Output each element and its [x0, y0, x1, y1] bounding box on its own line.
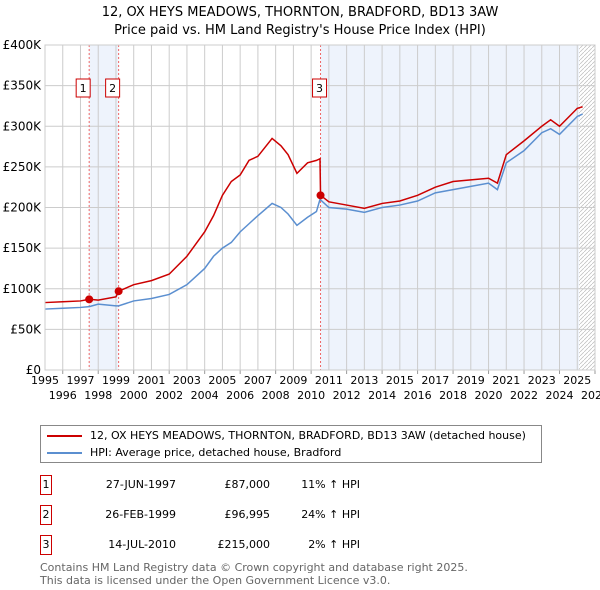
sale-point — [316, 191, 325, 200]
footer: Contains HM Land Registry data © Crown c… — [40, 561, 468, 587]
x-tick-label: 1995 — [31, 374, 59, 387]
series-line — [44, 113, 583, 310]
sale-number: 1 — [40, 475, 52, 495]
sale-label: 2 — [109, 82, 116, 95]
sale-hpi: 24% ↑ HPI — [301, 508, 360, 521]
chart-title-line: 12, OX HEYS MEADOWS, THORNTON, BRADFORD,… — [101, 5, 499, 20]
x-tick-label: 1997 — [66, 374, 94, 387]
sale-row: 2 26-FEB-1999 £96,995 24% ↑ HPI — [40, 505, 440, 525]
x-tick-label: 2008 — [262, 389, 290, 402]
x-tick-label: 2021 — [492, 374, 520, 387]
sale-label-box — [105, 78, 121, 98]
sale-label-box — [75, 78, 91, 98]
legend-row-blue: HPI: Average price, detached house, Brad… — [47, 446, 341, 459]
y-tick-label: £200K — [3, 201, 43, 215]
y-tick-label: £50K — [10, 322, 42, 336]
x-tick-label: 2004 — [191, 389, 219, 402]
x-tick-label: 2016 — [404, 389, 432, 402]
chart-subtitle: Price paid vs. HM Land Registry's House … — [114, 23, 486, 38]
x-tick-label: 2014 — [368, 389, 396, 402]
footer-line-2: This data is licensed under the Open Gov… — [40, 574, 391, 587]
x-tick-label: 2009 — [279, 374, 307, 387]
sale-label: 1 — [80, 82, 87, 95]
x-tick-label: 2011 — [315, 374, 343, 387]
legend-blue-line — [47, 451, 82, 454]
x-tick-label: 2023 — [528, 374, 556, 387]
plot-border — [44, 44, 596, 371]
legend-red-line — [47, 434, 82, 437]
legend-red-label: 12, OX HEYS MEADOWS, THORNTON, BRADFORD,… — [90, 429, 526, 442]
sale-label-box — [312, 78, 328, 98]
chart-title: 12, OX HEYS MEADOWS, THORNTON, BRADFORD,… — [0, 4, 600, 40]
x-tick-label: 2019 — [457, 374, 485, 387]
sale-price: £87,000 — [224, 478, 271, 491]
sale-number: 2 — [40, 505, 52, 525]
x-tick-label: 2026 — [581, 389, 600, 402]
x-tick-label: 2013 — [350, 374, 378, 387]
sale-label: 3 — [316, 82, 323, 95]
sale-point — [85, 295, 94, 304]
sale-price: £96,995 — [224, 508, 271, 521]
sale-date: 14-JUL-2010 — [108, 538, 176, 551]
sale-hpi: 2% ↑ HPI — [308, 538, 360, 551]
sale-price: £215,000 — [217, 538, 271, 551]
x-tick-label: 2001 — [137, 374, 165, 387]
sale-point — [114, 287, 123, 296]
y-tick-label: £0 — [26, 363, 41, 377]
legend-row-red: 12, OX HEYS MEADOWS, THORNTON, BRADFORD,… — [47, 429, 526, 442]
y-tick-label: £150K — [3, 241, 43, 255]
x-tick-label: 2005 — [208, 374, 236, 387]
x-tick-label: 1998 — [84, 389, 112, 402]
x-tick-label: 2007 — [244, 374, 272, 387]
x-tick-label: 2020 — [475, 389, 503, 402]
series-line — [44, 106, 583, 304]
sale-date: 27-JUN-1997 — [105, 478, 176, 491]
sale-date: 26-FEB-1999 — [105, 508, 176, 521]
sale-row: 3 14-JUL-2010 £215,000 2% ↑ HPI — [40, 535, 440, 555]
sale-row: 1 27-JUN-1997 £87,000 11% ↑ HPI — [40, 475, 440, 495]
x-tick-label: 1999 — [102, 374, 130, 387]
sale-number: 3 — [40, 535, 52, 555]
x-tick-label: 2010 — [297, 389, 325, 402]
footer-line-1: Contains HM Land Registry data © Crown c… — [40, 561, 468, 574]
y-tick-label: £100K — [3, 282, 43, 296]
y-tick-label: £350K — [3, 79, 43, 93]
y-tick-label: £300K — [3, 119, 43, 133]
price-chart: 1995 1996 1997 1998 1999 2000 2001 2002 2003 2004… — [3, 38, 600, 402]
y-tick-label: £400K — [3, 38, 43, 52]
x-tick-label: 2012 — [333, 389, 361, 402]
x-tick-label: 2024 — [546, 389, 574, 402]
x-tick-label: 2002 — [155, 389, 183, 402]
x-tick-label: 2025 — [563, 374, 591, 387]
x-tick-label: 2018 — [439, 389, 467, 402]
x-tick-label: 2006 — [226, 389, 254, 402]
legend-blue-label: HPI: Average price, detached house, Brad… — [90, 446, 342, 459]
x-tick-label: 2017 — [421, 374, 449, 387]
sale-hpi: 11% ↑ HPI — [301, 478, 360, 491]
legend: 12, OX HEYS MEADOWS, THORNTON, BRADFORD,… — [40, 425, 542, 463]
x-tick-label: 1996 — [49, 389, 77, 402]
x-tick-label: 2015 — [386, 374, 414, 387]
y-tick-label: £250K — [3, 160, 43, 174]
x-tick-label: 2003 — [173, 374, 201, 387]
x-tick-label: 2000 — [120, 389, 148, 402]
x-tick-label: 2022 — [510, 389, 538, 402]
